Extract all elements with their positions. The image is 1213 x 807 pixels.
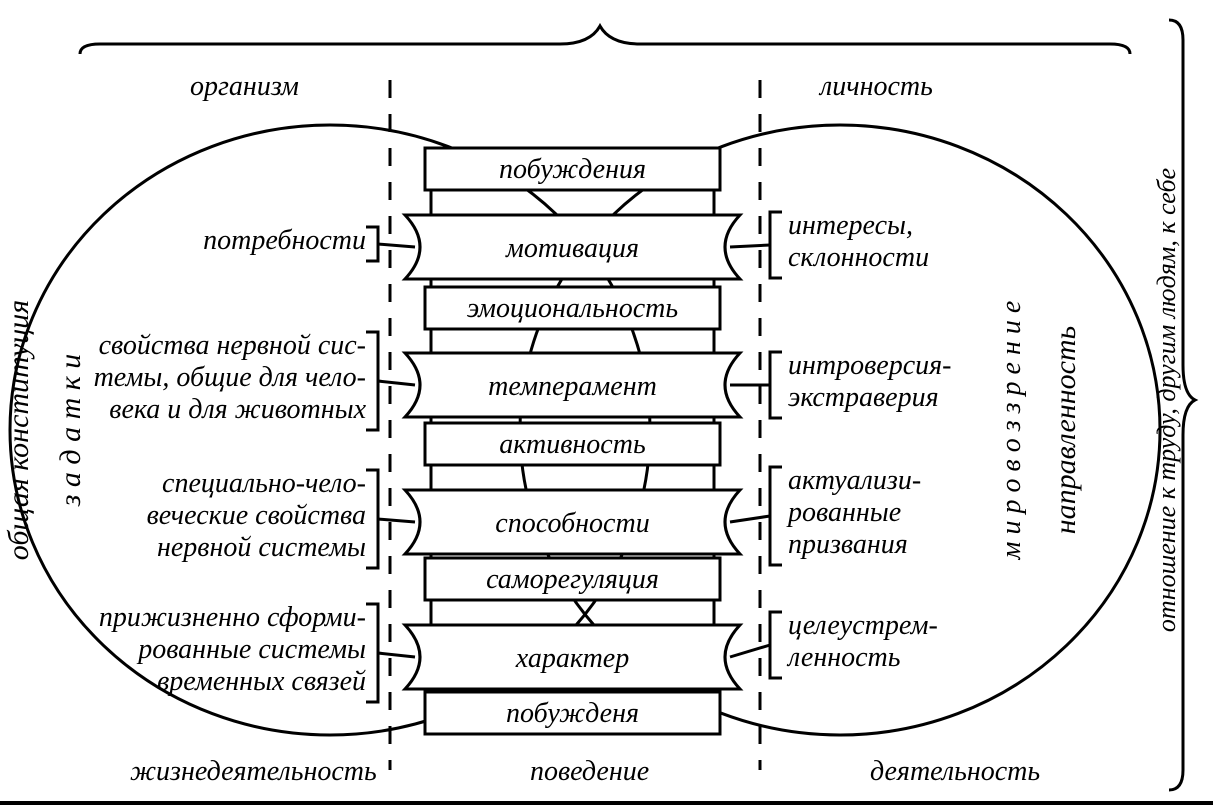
svg-text:склонности: склонности <box>788 242 929 273</box>
svg-text:интроверсия-: интроверсия- <box>788 350 951 381</box>
svg-text:века и для животных: века и для животных <box>109 394 366 425</box>
center-small-label-s4: побужденя <box>506 698 639 729</box>
svg-text:специально-чело-: специально-чело- <box>162 468 366 499</box>
heading-bottom_right: деятельность <box>870 756 1040 787</box>
svg-text:темы, общие для чело-: темы, общие для чело- <box>94 362 366 393</box>
center-big-label-b1: мотивация <box>505 233 639 264</box>
left-item-L1: потребности <box>203 225 366 256</box>
center-big-label-b4: характер <box>515 643 629 674</box>
right-item-R3: актуализи-рованныепризвания <box>786 465 921 560</box>
right-item-R2: интроверсия-экстраверия <box>788 350 951 413</box>
center-small-label-s0: побуждения <box>499 154 646 185</box>
svg-text:потребности: потребности <box>203 225 366 256</box>
left-item-L3: специально-чело-веческие свойстванервной… <box>147 468 366 563</box>
svg-text:прижизненно сформи-: прижизненно сформи- <box>99 602 366 633</box>
label-inner-right-1: м и р о в о з з р е н и е <box>996 301 1027 561</box>
heading-top_left: организм <box>190 71 299 102</box>
center-small-label-s1: эмоциональность <box>467 293 678 324</box>
svg-text:актуализи-: актуализи- <box>788 465 921 496</box>
center-small-label-s2: активность <box>499 429 645 460</box>
svg-text:ленность: ленность <box>786 642 901 673</box>
right-link-R1 <box>730 245 770 247</box>
label-far-left: общая конституция <box>2 300 35 560</box>
svg-text:интересы,: интересы, <box>788 210 913 241</box>
center-big-label-b2: темперамент <box>488 371 657 402</box>
svg-text:рованные: рованные <box>786 497 901 528</box>
svg-text:рованные системы: рованные системы <box>136 634 366 665</box>
svg-text:целеустрем-: целеустрем- <box>788 610 938 641</box>
center-big-label-b3: способности <box>495 508 649 539</box>
heading-bottom_center: поведение <box>530 756 649 787</box>
svg-text:призвания: призвания <box>788 529 908 560</box>
left-item-L2: свойства нервной сис-темы, общие для чел… <box>94 330 367 425</box>
svg-text:экстраверия: экстраверия <box>788 382 939 413</box>
svg-text:временных связей: временных связей <box>157 666 366 697</box>
svg-text:нервной системы: нервной системы <box>157 532 366 563</box>
label-inner-right-2: направленность <box>1049 326 1082 534</box>
right-item-R1: интересы,склонности <box>788 210 929 273</box>
svg-text:веческие свойства: веческие свойства <box>147 500 366 531</box>
label-far-right: отношение к труду, другим людям, к себе <box>1152 168 1181 632</box>
svg-text:свойства нервной сис-: свойства нервной сис- <box>99 330 366 361</box>
center-small-label-s3: саморегуляция <box>486 564 659 595</box>
heading-top_right: личность <box>818 71 933 102</box>
heading-bottom_left: жизнедеятельность <box>130 756 377 787</box>
label-inner-left: з а д а т к и <box>54 354 87 508</box>
